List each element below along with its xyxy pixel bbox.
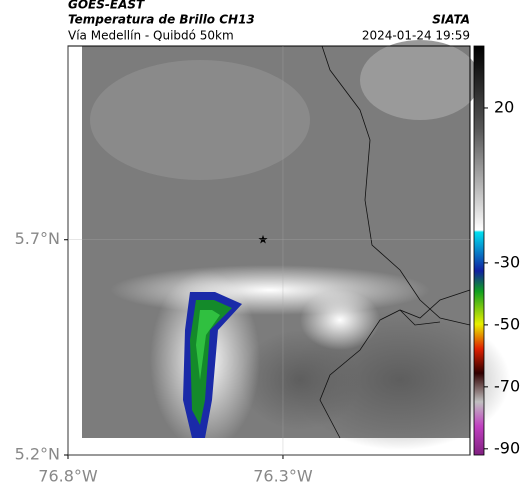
source: GOES-EAST	[68, 0, 145, 12]
colorbar-tick-label: -70	[494, 376, 520, 395]
x-tick-label: 76.3°W	[253, 467, 313, 486]
agency: SIATA	[432, 13, 470, 27]
y-tick-label: 5.2°N	[15, 445, 60, 464]
y-tick-label: 5.7°N	[15, 229, 60, 248]
subtitle: Vía Medellín - Quibdó 50km	[68, 29, 234, 43]
imagery: ★	[82, 40, 510, 450]
colorbar-tick-label: 20	[494, 97, 514, 116]
colorbar	[473, 45, 485, 456]
title: Temperatura de Brillo CH13	[68, 13, 255, 27]
colorbar-tick-label: -30	[494, 252, 520, 271]
datetime: 2024-01-24 19:59	[362, 29, 470, 43]
x-tick-label: 76.8°W	[38, 467, 98, 486]
colorbar-tick-label: -90	[494, 438, 520, 457]
colorbar-tick-label: -50	[494, 314, 520, 333]
